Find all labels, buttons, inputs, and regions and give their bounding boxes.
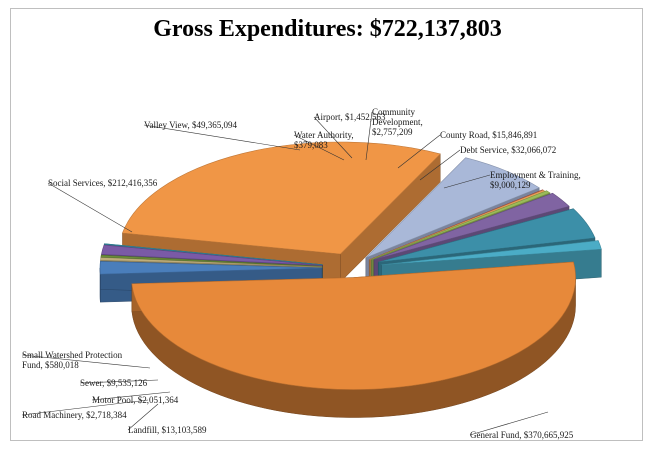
leader-line — [21, 354, 151, 369]
leader-line — [91, 391, 171, 401]
slice-label: Valley View, $49,365,094 — [144, 120, 237, 130]
slice-label: Small Watershed Protection Fund, $580,018 — [22, 350, 123, 370]
slice-labels: General Fund, $370,665,925 Landfill, $13,… — [21, 107, 581, 440]
pie-slice — [99, 261, 323, 275]
leader-line — [397, 134, 441, 169]
slice-label: Social Services, $212,416,356 — [48, 178, 158, 188]
pie-slice — [131, 261, 576, 390]
slice-label: Landfill, $13,103,589 — [128, 425, 207, 435]
slice-label: Employment & Training, $9,000,129 — [490, 170, 581, 190]
leader-line — [143, 124, 301, 151]
pie-slice — [100, 254, 323, 267]
pie-slice — [122, 141, 441, 255]
leader-line — [79, 379, 159, 384]
slice-label: Water Authority, $379,083 — [294, 130, 354, 150]
slice-label: Community Development, $2,757,209 — [372, 107, 423, 137]
pie-slice — [365, 157, 540, 259]
leader-line — [443, 174, 491, 189]
slice-label: Motor Pool, $2,051,364 — [92, 395, 179, 405]
pie-slice — [373, 192, 570, 260]
pie-slice — [103, 243, 323, 265]
leader-line — [365, 111, 373, 161]
pie-tops — [99, 141, 602, 390]
pie-slice — [100, 257, 323, 268]
chart-title: Gross Expenditures: $722,137,803 — [153, 16, 502, 42]
slice-label: Airport, $1,452,563 — [314, 112, 386, 122]
leader-line — [469, 411, 549, 436]
leader-line — [313, 116, 353, 159]
pie-slice — [101, 244, 323, 266]
pie-slice — [371, 190, 551, 260]
leader-line — [21, 399, 149, 416]
slice-label: Sewer, $9,535,126 — [80, 378, 148, 388]
slice-label: Debt Service, $32,066,072 — [460, 145, 556, 155]
pie-slice — [381, 240, 602, 266]
slice-label: General Fund, $370,665,925 — [470, 430, 574, 440]
leader-line — [127, 403, 159, 431]
slice-label: County Road, $15,846,891 — [440, 130, 537, 140]
pie-slice — [378, 208, 596, 263]
slice-label: Road Machinery, $2,718,384 — [22, 410, 127, 420]
leader-line — [419, 149, 461, 181]
leader-line — [47, 182, 133, 233]
leader-line — [293, 134, 345, 161]
